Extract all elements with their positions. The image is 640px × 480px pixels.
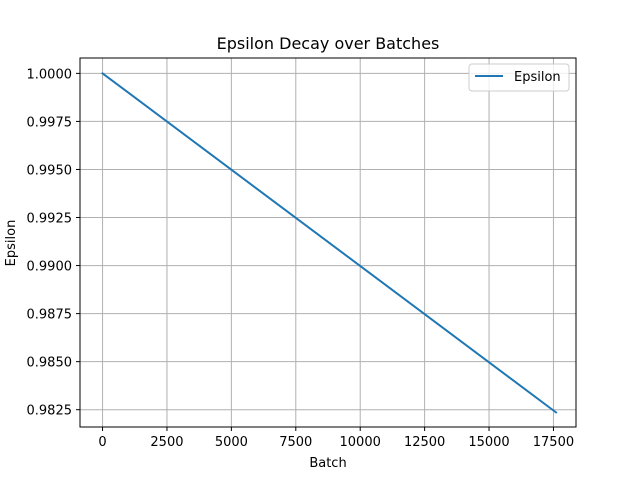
legend: Epsilon xyxy=(468,63,570,92)
x-axis-label: Batch xyxy=(309,456,346,471)
plot-frame xyxy=(79,57,577,428)
y-tick-label: 0.9975 xyxy=(27,115,73,130)
x-tick-label: 17500 xyxy=(533,435,574,450)
chart-title: Epsilon Decay over Batches xyxy=(217,34,440,53)
x-tick-label: 5000 xyxy=(215,435,248,450)
x-tick-label: 7500 xyxy=(279,435,312,450)
x-tick-label: 10000 xyxy=(340,435,381,450)
tick-layer: 0 2500 5000 7500 10000 12500 15000 17500 0.9825 0… xyxy=(27,67,575,450)
y-tick-label: 0.9900 xyxy=(27,260,73,275)
x-tick-label: 0 xyxy=(98,435,106,450)
legend-label-epsilon: Epsilon xyxy=(514,70,561,85)
y-tick-label: 0.9925 xyxy=(27,212,73,227)
series-line-epsilon xyxy=(101,71,558,414)
y-tick-label: 0.9875 xyxy=(27,308,73,323)
y-tick-label: 1.0000 xyxy=(27,67,73,82)
legend-box xyxy=(468,63,570,92)
x-tick-label: 2500 xyxy=(150,435,183,450)
y-tick-label: 0.9825 xyxy=(27,404,73,419)
y-axis-label: Epsilon xyxy=(4,220,19,267)
series-layer xyxy=(101,71,558,414)
y-tick-label: 0.9850 xyxy=(27,356,73,371)
x-tick-label: 12500 xyxy=(404,435,445,450)
grid-layer xyxy=(80,58,576,427)
y-tick-label: 0.9950 xyxy=(27,163,73,178)
x-tick-label: 15000 xyxy=(468,435,509,450)
